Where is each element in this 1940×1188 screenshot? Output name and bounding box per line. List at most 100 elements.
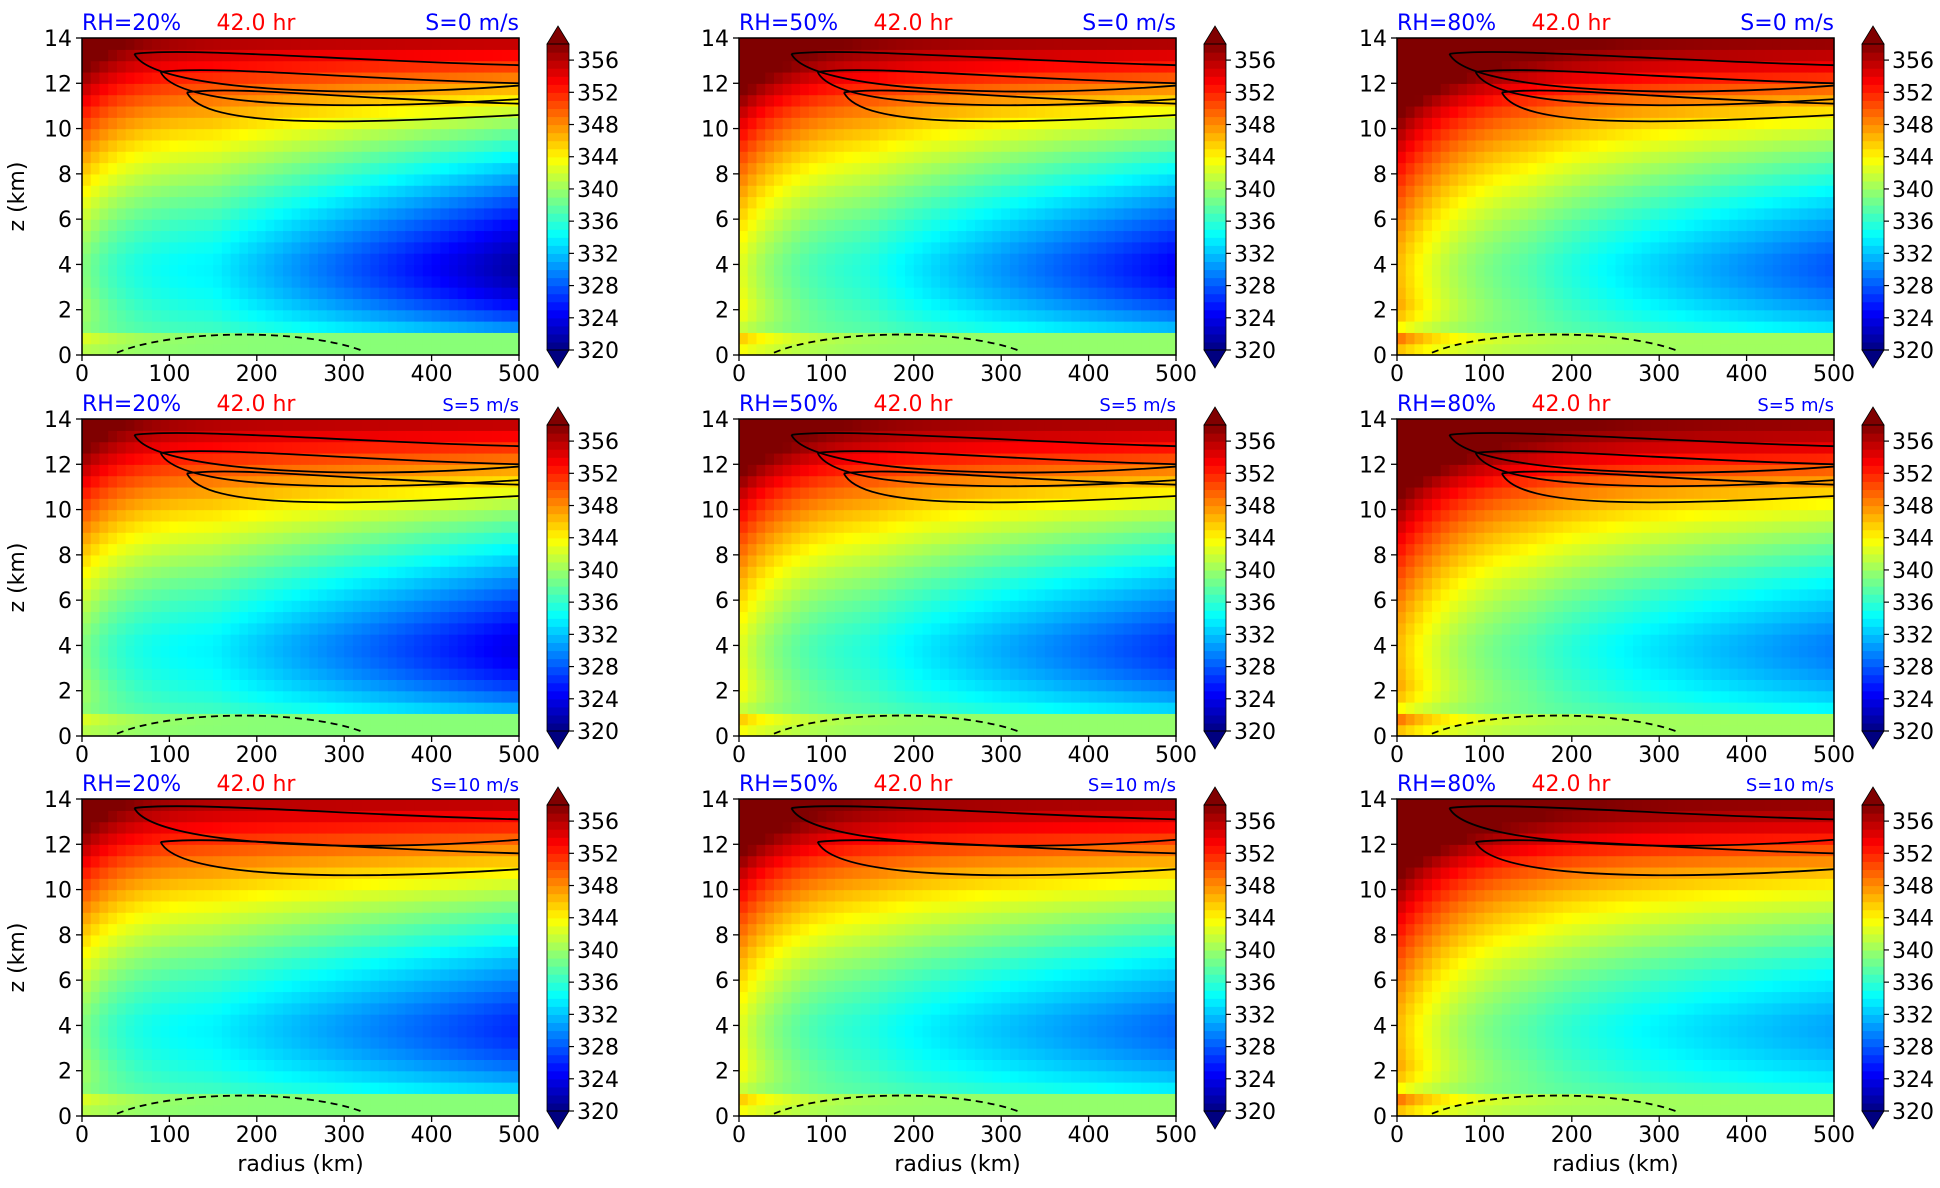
heatmap-cell: [239, 49, 249, 62]
heatmap-cell: [195, 117, 205, 130]
heatmap-cell: [221, 105, 232, 118]
heatmap-cell: [151, 475, 162, 488]
heatmap-cell: [966, 207, 976, 220]
heatmap-cell: [300, 94, 310, 107]
heatmap-cell: [99, 196, 109, 209]
heatmap-cell: [204, 554, 214, 567]
heatmap-cell: [1141, 38, 1151, 50]
heatmap-cell: [782, 275, 793, 288]
heatmap-cell: [99, 441, 109, 454]
heatmap-cell: [108, 162, 118, 175]
heatmap-cell: [125, 713, 136, 726]
heatmap-cell: [1816, 173, 1826, 186]
panel-time-label: 42.0 hr: [874, 11, 954, 36]
heatmap-cell: [983, 219, 994, 232]
heatmap-cell: [1711, 219, 1721, 232]
heatmap-cell: [221, 309, 232, 322]
heatmap-cell: [326, 343, 337, 356]
heatmap-cell: [1414, 151, 1424, 164]
heatmap-cell: [1458, 83, 1468, 96]
heatmap-cell: [344, 71, 354, 84]
heatmap-cell: [143, 498, 153, 511]
heatmap-cell: [1149, 332, 1160, 345]
heatmap-cell: [1554, 151, 1564, 164]
heatmap-cell: [178, 668, 188, 680]
heatmap-cell: [1659, 196, 1669, 209]
heatmap-cell: [1781, 60, 1791, 73]
heatmap-cell: [773, 253, 784, 266]
heatmap-cell: [835, 275, 845, 288]
heatmap-cell: [169, 600, 179, 613]
heatmap-cell: [782, 321, 793, 333]
heatmap-cell: [1694, 60, 1704, 73]
heatmap-cell: [457, 332, 468, 345]
heatmap-cell: [1676, 321, 1687, 333]
heatmap-cell: [239, 117, 249, 130]
heatmap-cell: [466, 162, 476, 175]
heatmap-cell: [99, 105, 109, 118]
heatmap-cell: [852, 162, 862, 175]
heatmap-cell: [1641, 71, 1652, 84]
heatmap-cell: [134, 430, 144, 443]
heatmap-cell: [1510, 219, 1520, 232]
heatmap-cell: [817, 151, 827, 164]
heatmap-cell: [265, 38, 275, 50]
heatmap-cell: [974, 162, 985, 175]
heatmap-cell: [1018, 185, 1029, 198]
heatmap-cell: [1001, 321, 1011, 333]
heatmap-cell: [1528, 162, 1538, 175]
heatmap-cell: [905, 309, 915, 322]
colorbar-segment: [1862, 84, 1884, 93]
heatmap-cell: [440, 196, 450, 209]
heatmap-cell: [317, 264, 328, 277]
heatmap-cell: [1449, 275, 1459, 288]
heatmap-cell: [1694, 264, 1704, 277]
heatmap-cell: [1458, 185, 1468, 198]
heatmap-cell: [466, 38, 476, 50]
heatmap-cell: [1790, 38, 1800, 50]
y-axis-label: z (km): [5, 162, 30, 232]
heatmap-cell: [99, 588, 109, 601]
heatmap-cell: [1764, 196, 1774, 209]
heatmap-cell: [1079, 196, 1090, 209]
heatmap-cell: [204, 94, 214, 107]
heatmap-cell: [1571, 71, 1582, 84]
heatmap-cell: [125, 230, 136, 243]
heatmap-cell: [1044, 105, 1055, 118]
heatmap-cell: [300, 60, 310, 73]
heatmap-cell: [1676, 117, 1687, 130]
heatmap-cell: [1132, 241, 1142, 254]
y-tick-label: 10: [44, 118, 72, 143]
heatmap-cell: [256, 264, 267, 277]
heatmap-cell: [896, 38, 906, 50]
colorbar-max-arrow: [1203, 25, 1227, 45]
heatmap-cell: [1816, 253, 1826, 266]
heatmap-cell: [808, 94, 819, 107]
heatmap-cell: [283, 298, 293, 311]
heatmap-cell: [230, 71, 240, 84]
heatmap-cell: [817, 207, 827, 220]
heatmap-cell: [1484, 253, 1494, 266]
heatmap-cell: [108, 185, 118, 198]
heatmap-cell: [1580, 139, 1590, 152]
heatmap-cell: [1580, 94, 1590, 107]
heatmap-cell: [291, 185, 302, 198]
heatmap-cell: [878, 219, 889, 232]
heatmap-cell: [1158, 128, 1168, 141]
heatmap-cell: [983, 185, 994, 198]
heatmap-cell: [1702, 298, 1713, 311]
heatmap-cell: [1720, 253, 1730, 266]
heatmap-cell: [204, 498, 214, 511]
heatmap-cell: [1475, 151, 1485, 164]
heatmap-cell: [1458, 151, 1468, 164]
heatmap-cell: [90, 287, 101, 299]
heatmap-cell: [957, 83, 967, 96]
heatmap-cell: [1615, 264, 1625, 277]
heatmap-cell: [186, 419, 197, 431]
heatmap-cell: [248, 264, 258, 277]
heatmap-cell: [1036, 275, 1046, 288]
heatmap-cell: [1816, 139, 1826, 152]
heatmap-cell: [178, 298, 188, 311]
heatmap-cell: [1053, 343, 1063, 356]
heatmap-cell: [195, 71, 205, 84]
